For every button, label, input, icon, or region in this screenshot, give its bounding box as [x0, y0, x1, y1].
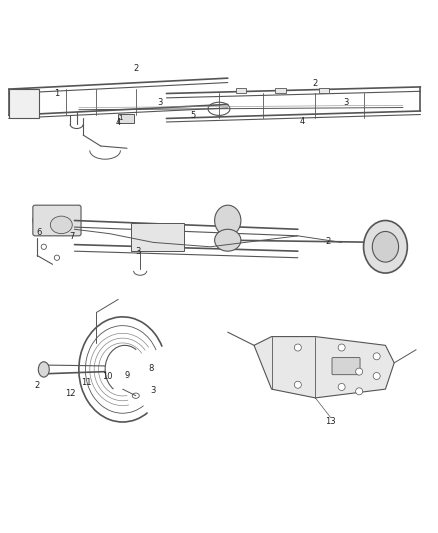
Text: 2: 2 — [313, 79, 318, 88]
Bar — [118, 114, 134, 123]
Circle shape — [356, 368, 363, 375]
Text: 5: 5 — [190, 111, 195, 120]
Bar — [275, 88, 286, 93]
Text: 4: 4 — [300, 117, 305, 126]
Text: 1: 1 — [118, 115, 123, 120]
Text: 2: 2 — [35, 381, 40, 390]
Circle shape — [294, 344, 301, 351]
Text: 3: 3 — [151, 386, 156, 395]
Ellipse shape — [39, 362, 49, 377]
Ellipse shape — [364, 221, 407, 273]
Circle shape — [373, 373, 380, 379]
Bar — [131, 223, 184, 251]
Ellipse shape — [33, 207, 72, 233]
Text: 7: 7 — [70, 232, 75, 241]
Circle shape — [338, 383, 345, 391]
Ellipse shape — [215, 229, 241, 251]
Circle shape — [294, 381, 301, 388]
Text: 3: 3 — [157, 98, 162, 107]
Ellipse shape — [215, 205, 241, 236]
Circle shape — [356, 388, 363, 395]
FancyBboxPatch shape — [332, 358, 360, 375]
Bar — [236, 88, 246, 93]
Text: 2: 2 — [133, 64, 138, 73]
Bar — [319, 88, 329, 93]
Text: 13: 13 — [325, 417, 336, 426]
Text: 12: 12 — [65, 389, 75, 398]
Ellipse shape — [50, 216, 72, 233]
Text: 1: 1 — [54, 89, 60, 98]
Circle shape — [373, 353, 380, 360]
Text: 4: 4 — [116, 118, 121, 127]
Text: 3: 3 — [135, 247, 141, 256]
Circle shape — [54, 255, 60, 260]
Text: 2: 2 — [326, 237, 331, 246]
Ellipse shape — [372, 231, 399, 262]
Text: 8: 8 — [148, 364, 154, 373]
Text: 3: 3 — [343, 98, 349, 107]
Circle shape — [338, 344, 345, 351]
Text: 11: 11 — [81, 378, 91, 387]
Circle shape — [41, 244, 46, 249]
Polygon shape — [254, 336, 394, 398]
FancyBboxPatch shape — [9, 89, 39, 118]
Text: 9: 9 — [124, 370, 130, 379]
FancyBboxPatch shape — [33, 205, 81, 236]
Text: 6: 6 — [37, 228, 42, 237]
Text: 10: 10 — [102, 373, 113, 382]
